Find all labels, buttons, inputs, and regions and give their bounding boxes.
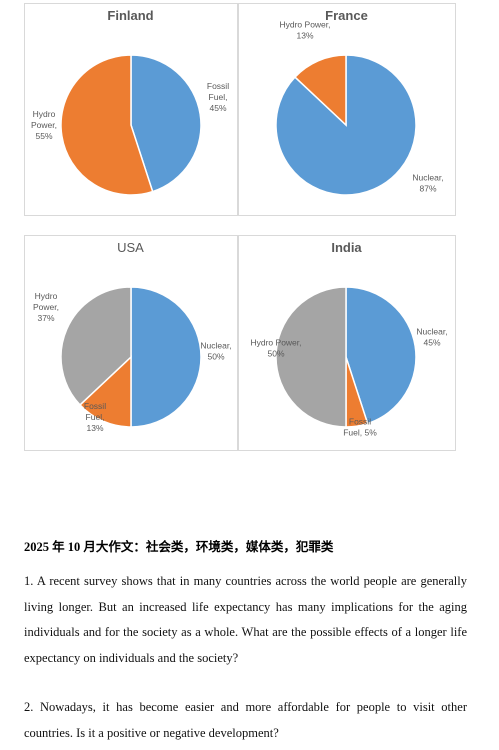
chart-title: India — [331, 240, 362, 255]
slice-label: Nuclear, 87% — [412, 173, 443, 194]
charts: Finland Fossil Fuel, 45% Hydro Power, 55% Franc… — [24, 3, 456, 451]
pie-slice — [60, 54, 154, 196]
slice-label: Nuclear, 50% — [200, 341, 231, 362]
pie-slice — [293, 54, 347, 127]
pie-slice — [130, 286, 202, 428]
chart-title: Finland — [107, 8, 153, 23]
pie-slice — [130, 54, 202, 193]
slice-label: Fossil Fuel, 45% — [207, 81, 229, 113]
paragraph: 2. Nowadays, it has become easier and mo… — [24, 700, 467, 740]
pie-slice — [78, 355, 132, 428]
paragraph: 1. A recent survey shows that in many co… — [24, 574, 467, 665]
chart-title: USA — [117, 240, 144, 255]
slice-label: Hydro Power, 37% — [33, 291, 59, 323]
slice-label: Fossil Fuel, 5% — [343, 417, 377, 438]
pie-slice — [275, 286, 347, 428]
slice-label: Hydro Power, 55% — [31, 109, 57, 141]
pie-slice — [60, 286, 132, 406]
chart-title: France — [325, 8, 368, 23]
pie-slice — [345, 286, 417, 425]
slice-label: Nuclear, 45% — [416, 327, 447, 348]
slice-label: Hydro Power, 50% — [250, 338, 301, 359]
heading: 2025 年 10 月大作文：社会类，环境类，媒体类，犯罪类 — [24, 540, 334, 554]
slice-label: Fossil Fuel, 13% — [84, 401, 106, 433]
slice-label: Hydro Power, 13% — [279, 20, 330, 41]
